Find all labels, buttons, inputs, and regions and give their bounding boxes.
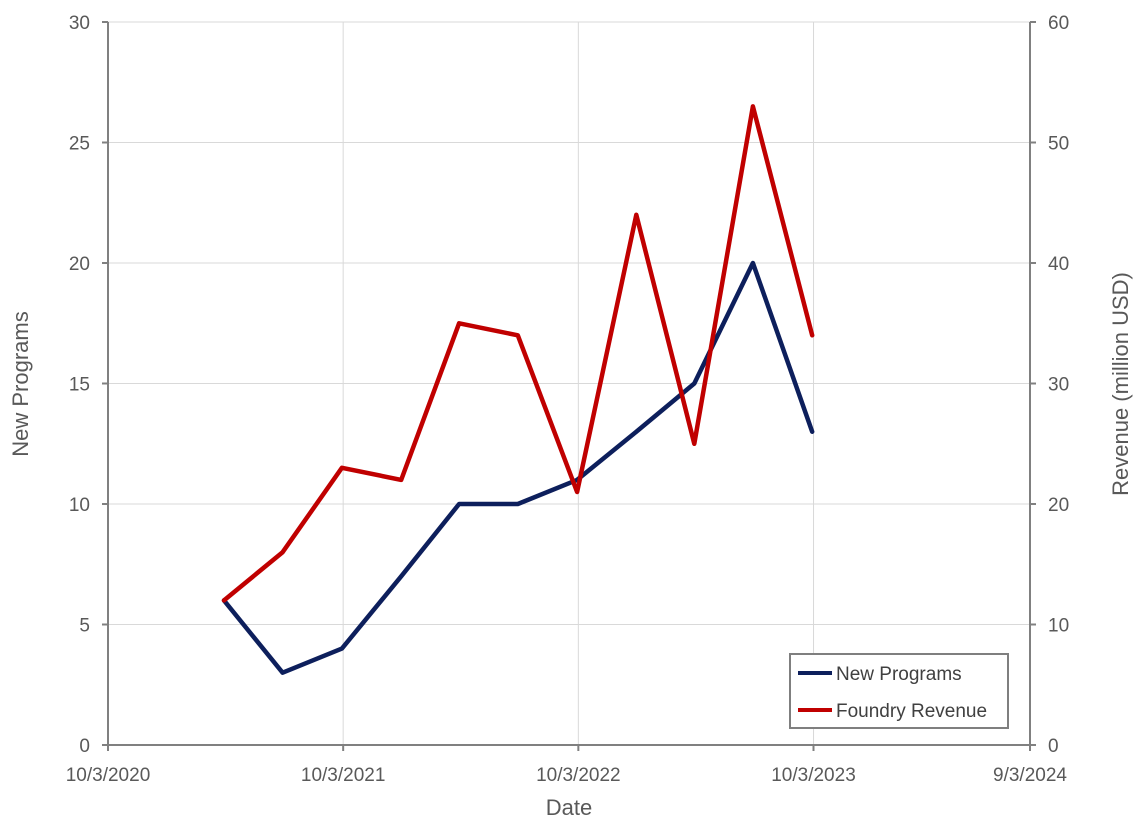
y-tick-label: 5 bbox=[79, 616, 90, 637]
y2-tick-label: 20 bbox=[1048, 495, 1069, 516]
x-tick-label: 10/3/2022 bbox=[536, 765, 621, 786]
y-tick-label: 0 bbox=[79, 736, 90, 757]
axes bbox=[102, 21, 1036, 751]
y2-axis-title: Revenue (million USD) bbox=[1108, 272, 1133, 496]
x-tick-label: 10/3/2023 bbox=[771, 765, 856, 786]
y-tick-label: 20 bbox=[69, 254, 90, 275]
y2-tick-label: 0 bbox=[1048, 736, 1059, 757]
series-line-new-programs bbox=[221, 260, 815, 675]
legend: New Programs Foundry Revenue bbox=[789, 653, 1009, 729]
gridlines bbox=[108, 21, 1030, 745]
x-tick-label: 10/3/2021 bbox=[301, 765, 386, 786]
series-lines bbox=[221, 104, 815, 675]
legend-label-new-programs: New Programs bbox=[836, 664, 962, 685]
legend-box bbox=[789, 653, 1009, 729]
x-tick-label: 9/3/2024 bbox=[993, 765, 1067, 786]
legend-label-foundry-revenue: Foundry Revenue bbox=[836, 701, 987, 722]
y2-tick-label: 10 bbox=[1048, 616, 1069, 637]
y2-tick-label: 60 bbox=[1048, 13, 1069, 34]
tick-labels: 0 5 10 15 20 25 30 0 10 20 30 40 50 60 10/3/2020 10/3/2… bbox=[66, 13, 1069, 786]
y2-tick-label: 40 bbox=[1048, 254, 1069, 275]
y2-tick-label: 50 bbox=[1048, 134, 1069, 155]
y2-tick-label: 30 bbox=[1048, 375, 1069, 396]
y-tick-label: 30 bbox=[69, 13, 90, 34]
y-axis-title: New Programs bbox=[8, 311, 33, 456]
x-axis-title: Date bbox=[546, 795, 592, 820]
series-line-foundry-revenue bbox=[221, 104, 815, 603]
y-tick-label: 15 bbox=[69, 375, 90, 396]
y-tick-label: 25 bbox=[69, 134, 90, 155]
x-tick-label: 10/3/2020 bbox=[66, 765, 151, 786]
y-tick-label: 10 bbox=[69, 495, 90, 516]
